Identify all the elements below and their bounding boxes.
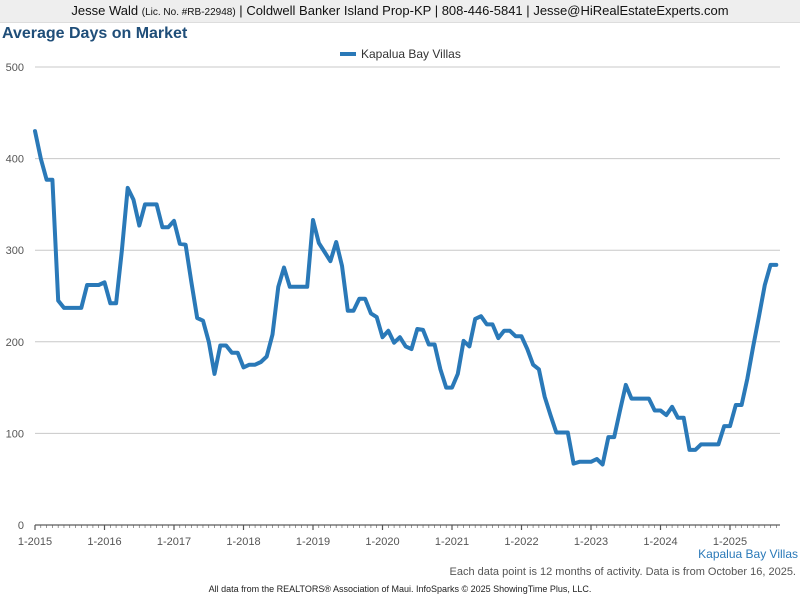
x-tick-label: 1-2016 (87, 536, 121, 548)
x-tick-label: 1-2017 (157, 536, 191, 548)
phone-number: 808-446-5841 (441, 3, 523, 18)
separator: | (526, 3, 530, 18)
x-tick-label: 1-2018 (226, 536, 260, 548)
source-credit: All data from the REALTORS® Association … (208, 584, 592, 594)
legend-label: Kapalua Bay Villas (361, 47, 461, 61)
series-line-kapalua-bay-villas (33, 129, 779, 467)
series-end-label: Kapalua Bay Villas (698, 547, 798, 561)
y-tick-label: 500 (6, 62, 24, 74)
brokerage-name: Coldwell Banker Island Prop-KP (246, 3, 432, 18)
x-tick-label: 1-2020 (365, 536, 399, 548)
y-tick-label: 200 (6, 337, 24, 349)
x-tick-label: 1-2025 (713, 536, 747, 548)
agent-name: Jesse Wald (71, 3, 139, 18)
separator: | (239, 3, 243, 18)
y-tick-label: 400 (6, 154, 24, 166)
x-tick-label: 1-2019 (296, 536, 330, 548)
agent-header-bar: Jesse Wald (Lic. No. #RB-22948) | Coldwe… (0, 0, 800, 23)
y-tick-label: 300 (6, 245, 24, 257)
x-tick-label: 1-2022 (504, 536, 538, 548)
separator: | (434, 3, 439, 18)
email-address[interactable]: Jesse@HiRealEstateExperts.com (533, 3, 729, 18)
x-tick-label: 1-2024 (643, 536, 677, 548)
chart-title: Average Days on Market (2, 25, 188, 42)
x-tick-label: 1-2015 (18, 536, 52, 548)
license-number: (Lic. No. #RB-22948) (141, 7, 236, 18)
y-tick-label: 100 (6, 428, 24, 440)
y-tick-label: 0 (18, 520, 24, 532)
data-footnote: Each data point is 12 months of activity… (449, 566, 796, 578)
x-tick-label: 1-2023 (574, 536, 608, 548)
x-tick-label: 1-2021 (435, 536, 469, 548)
